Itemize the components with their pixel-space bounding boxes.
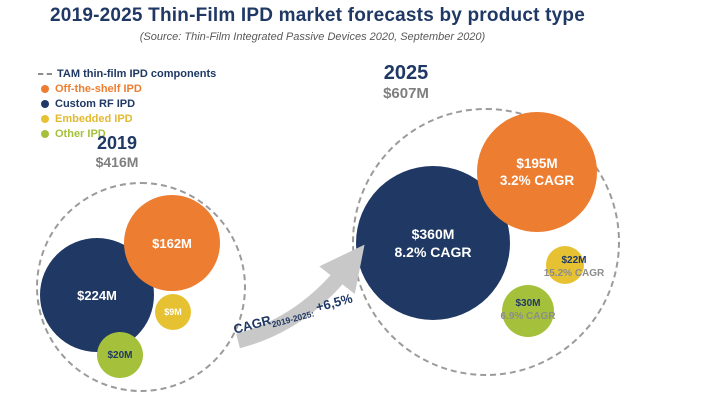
label-2025-other-ipd: $30M 6.9% CAGR <box>495 297 561 323</box>
dashed-line-icon <box>38 72 52 75</box>
bubble-cagr: 6.9% CAGR <box>500 311 556 322</box>
legend-item-other: Other IPD <box>38 126 216 141</box>
legend-label: Embedded IPD <box>55 112 133 125</box>
navy-dot-icon <box>41 99 49 108</box>
bubble-2019-other-ipd: $20M <box>97 332 143 378</box>
legend-tam-label: TAM thin-film IPD components <box>57 67 217 80</box>
bubble-value: $162M <box>152 235 192 251</box>
tam-circle-2025 <box>352 108 620 376</box>
green-dot-icon <box>41 129 49 138</box>
year-header-2019: 2019 $416M <box>62 133 172 170</box>
tam-circle-2019 <box>36 182 246 392</box>
bubble-cagr: 15.2% CAGR <box>543 268 605 279</box>
bubble-value: $22M <box>561 255 587 266</box>
legend-item-custom-rf: Custom RF IPD <box>38 96 216 111</box>
legend-label: Off-the-shelf IPD <box>55 82 142 95</box>
bubble-value: $360M <box>411 226 455 242</box>
chart-title: 2019-2025 Thin-Film IPD market forecasts… <box>50 5 585 26</box>
bubble-value: $224M <box>77 287 117 303</box>
year-total: $607M <box>383 85 429 102</box>
year-label: 2025 <box>383 62 429 84</box>
legend-item-tam: TAM thin-film IPD components <box>38 66 216 81</box>
legend-item-embedded: Embedded IPD <box>38 111 216 126</box>
yellow-dot-icon <box>41 114 49 123</box>
legend: TAM thin-film IPD components Off-the-she… <box>38 66 216 141</box>
bubble-cagr: 3.2% CAGR <box>499 173 575 188</box>
legend-item-off-the-shelf: Off-the-shelf IPD <box>38 81 216 96</box>
bubble-2025-embedded-ipd <box>546 246 584 284</box>
year-header-2025: 2025 $607M <box>350 62 462 102</box>
orange-dot-icon <box>41 84 49 93</box>
legend-label: Other IPD <box>55 127 106 140</box>
label-2025-embedded-ipd: $22M 15.2% CAGR <box>534 254 614 280</box>
bubble-2025-other-ipd <box>502 285 554 337</box>
bubble-value: $20M <box>107 349 133 361</box>
bubble-value: $30M <box>515 298 541 309</box>
bubble-cagr: 8.2% CAGR <box>394 244 472 260</box>
year-label: 2019 <box>96 133 138 153</box>
bubble-value: $9M <box>164 307 182 317</box>
bubble-value: $195M <box>516 156 558 171</box>
year-total: $416M <box>95 154 139 170</box>
bubble-2019-embedded-ipd: $9M <box>155 294 191 330</box>
bubble-2019-off-the-shelf-ipd: $162M <box>124 195 220 291</box>
legend-label: Custom RF IPD <box>55 97 136 110</box>
bubble-2025-off-the-shelf-ipd: $195M 3.2% CAGR <box>477 112 597 232</box>
chart-subtitle: (Source: Thin-Film Integrated Passive De… <box>139 31 486 43</box>
